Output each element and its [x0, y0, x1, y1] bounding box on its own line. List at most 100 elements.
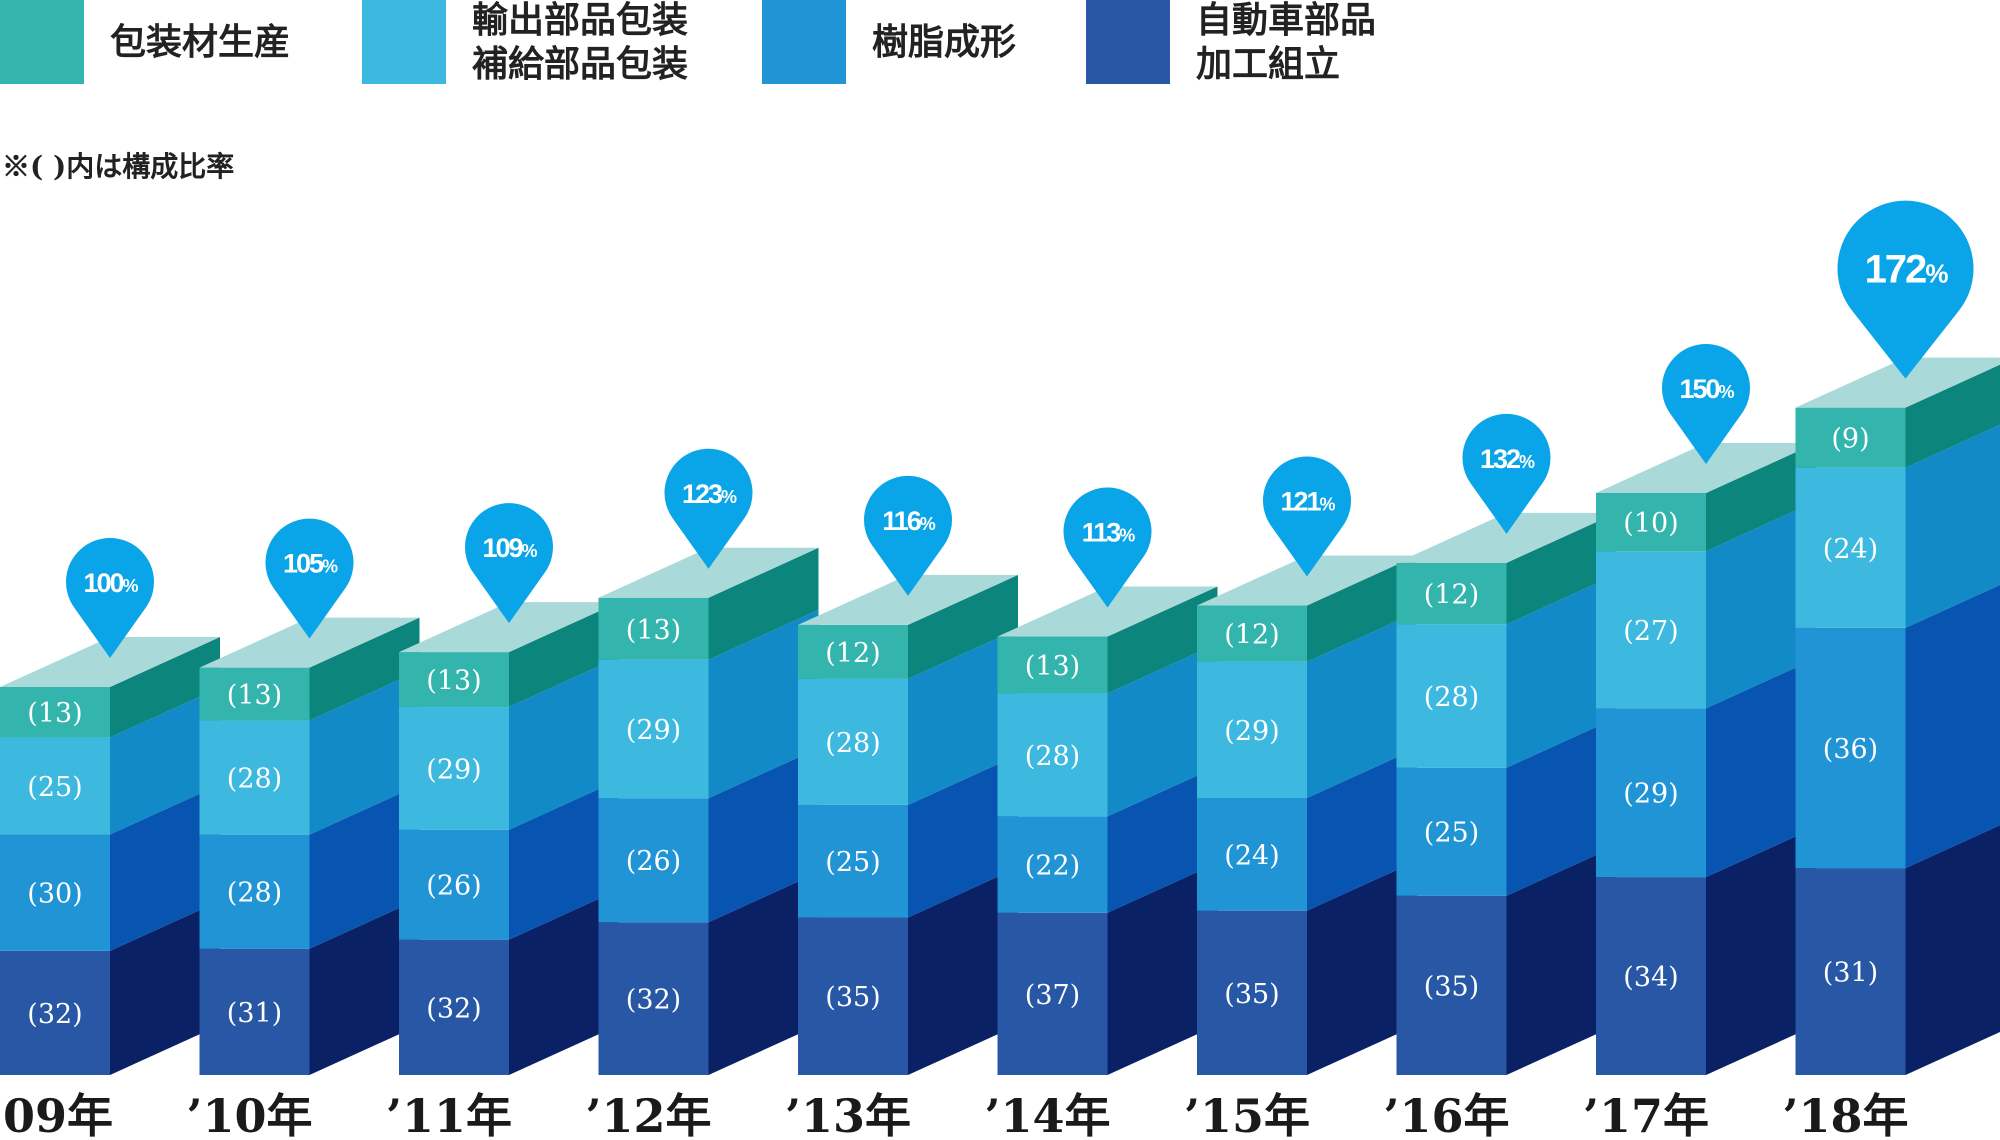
legend-swatch-resin-molding [762, 0, 846, 84]
index-pin-7: 132% [1462, 413, 1551, 534]
bar-side-1-0 [309, 898, 420, 1075]
bar-side-4-2 [908, 628, 1018, 805]
segment-label-5-0: (37) [1025, 980, 1080, 1011]
bar-segment-7-3 [1396, 562, 1507, 625]
segment-label-7-0: (35) [1424, 971, 1479, 1002]
bar-segment-3-1 [598, 798, 709, 923]
bar-segment-0-0 [0, 950, 110, 1075]
bar-top-6 [1197, 555, 1417, 606]
bar-segment-8-0 [1596, 877, 1706, 1075]
pin-shape-4 [863, 475, 952, 596]
index-label-8: 150% [1679, 374, 1734, 404]
legend-label-export-parts-packaging: 輸出部品包装 補給部品包装 [472, 0, 689, 85]
pin-shape-6 [1263, 456, 1352, 577]
pin-shape-5 [1063, 487, 1152, 608]
segment-label-6-1: (24) [1224, 840, 1279, 871]
segment-label-0-1: (30) [27, 879, 82, 910]
segment-label-8-3: (10) [1623, 508, 1678, 539]
bar-segment-6-0 [1197, 910, 1307, 1075]
bar-side-9-1 [1905, 584, 2000, 869]
bar-side-9-2 [1905, 424, 2000, 628]
segment-label-6-2: (29) [1224, 716, 1279, 747]
bar-side-3-0 [708, 872, 819, 1075]
legend-item-auto-parts-assembly: 自動車部品 加工組立 [1086, 0, 1377, 85]
bar-segment-3-2 [598, 659, 709, 799]
segment-label-1-2: (28) [227, 764, 282, 795]
year-label-6: ’15年 [1184, 1089, 1310, 1140]
bar-segment-4-2 [798, 678, 908, 805]
bar-side-4-0 [908, 867, 1018, 1075]
bar-top-0 [0, 637, 220, 687]
segment-label-9-3: (9) [1831, 424, 1869, 455]
bar-segment-1-0 [199, 948, 310, 1075]
segment-label-8-2: (27) [1623, 616, 1678, 647]
bar-segment-6-3 [1197, 605, 1307, 662]
legend-item-export-parts-packaging: 輸出部品包装 補給部品包装 [362, 0, 689, 85]
index-pin-0: 100% [66, 538, 154, 658]
bar-top-1 [199, 617, 420, 668]
year-label-0: ’09年 [0, 1089, 113, 1140]
segment-label-7-2: (28) [1424, 682, 1479, 713]
bar-side-7-2 [1506, 574, 1617, 768]
pin-shape-0 [66, 538, 154, 658]
bar-side-6-2 [1307, 611, 1417, 799]
year-label-9: ’18年 [1782, 1089, 1908, 1140]
bar-side-7-1 [1506, 717, 1617, 896]
bar-side-3-3 [708, 547, 819, 660]
bar-side-2-0 [509, 889, 619, 1075]
pin-shape-9 [1837, 200, 1974, 379]
year-label-2: ’11年 [386, 1089, 512, 1140]
year-label-4: ’13年 [785, 1089, 911, 1140]
bar-side-5-3 [1107, 586, 1218, 694]
segment-label-2-1: (26) [426, 871, 481, 902]
index-label-5: 113% [1082, 518, 1136, 548]
bar-side-0-3 [110, 637, 220, 738]
index-pin-4: 116% [863, 475, 952, 596]
bar-segment-7-1 [1396, 767, 1507, 896]
index-label-1: 105% [283, 549, 338, 579]
bar-segment-3-0 [598, 922, 709, 1075]
bar-6: (35) (24) (29) (12) [1197, 555, 1417, 1075]
index-pin-3: 123% [664, 448, 753, 569]
segment-label-1-3: (13) [227, 680, 282, 711]
bar-9: (31) (36) (24) (9) [1795, 357, 2000, 1075]
bar-top-3 [598, 547, 819, 598]
segment-label-5-2: (28) [1025, 741, 1080, 772]
segment-label-8-1: (29) [1623, 779, 1678, 810]
bar-top-8 [1596, 443, 1816, 493]
bar-side-1-1 [309, 784, 420, 949]
segment-label-1-0: (31) [227, 998, 282, 1029]
bar-segment-4-1 [798, 804, 908, 918]
bar-segment-5-3 [997, 636, 1108, 694]
bar-8: (34) (29) (27) (10) [1596, 443, 1816, 1075]
bar-0: (32) (30) (25) (13) [0, 637, 220, 1075]
bar-side-1-2 [309, 670, 420, 835]
segment-label-4-3: (12) [825, 638, 880, 669]
bar-segment-9-0 [1795, 868, 1906, 1075]
pin-shape-8 [1661, 344, 1750, 464]
legend-item-packaging-production: 包装材生産 [0, 0, 290, 84]
bar-side-5-2 [1107, 643, 1218, 817]
bar-segment-1-2 [199, 720, 310, 835]
segment-label-2-3: (13) [426, 666, 481, 697]
bar-side-9-0 [1905, 825, 2000, 1075]
index-pin-6: 121% [1263, 456, 1352, 577]
legend-label-auto-parts-assembly: 自動車部品 加工組立 [1196, 0, 1377, 85]
segment-label-2-2: (29) [426, 754, 481, 785]
bar-segment-5-1 [997, 816, 1108, 913]
bar-segment-5-0 [997, 912, 1108, 1075]
bar-side-8-0 [1706, 827, 1816, 1075]
segment-label-4-2: (28) [825, 728, 880, 759]
bar-segment-9-2 [1795, 467, 1906, 628]
bar-segment-4-0 [798, 917, 908, 1075]
bar-4: (35) (25) (28) (12) [798, 574, 1018, 1075]
bar-top-4 [798, 574, 1018, 625]
bar-segment-8-3 [1596, 493, 1706, 552]
segment-label-7-1: (25) [1424, 818, 1479, 849]
segment-label-0-2: (25) [27, 772, 82, 803]
bar-side-6-3 [1307, 555, 1417, 662]
pin-shape-2 [465, 503, 553, 624]
segment-label-5-3: (13) [1025, 651, 1080, 682]
segment-label-4-1: (25) [825, 847, 880, 878]
bar-top-2 [399, 602, 619, 653]
